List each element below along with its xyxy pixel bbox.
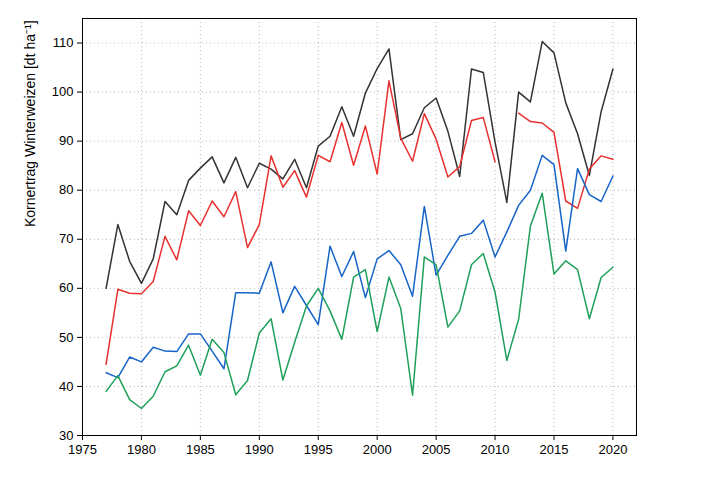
svg-text:1990: 1990 — [245, 442, 274, 457]
svg-text:Kornertrag Winterweizen [dt ha: Kornertrag Winterweizen [dt ha⁻¹] — [22, 20, 38, 227]
svg-text:2000: 2000 — [363, 442, 392, 457]
svg-text:90: 90 — [59, 133, 73, 148]
svg-text:2020: 2020 — [598, 442, 627, 457]
svg-text:1975: 1975 — [68, 442, 97, 457]
svg-text:60: 60 — [59, 280, 73, 295]
svg-text:110: 110 — [53, 35, 74, 50]
svg-text:1980: 1980 — [127, 442, 156, 457]
svg-text:1985: 1985 — [186, 442, 215, 457]
svg-text:30: 30 — [59, 428, 73, 443]
svg-text:40: 40 — [59, 379, 73, 394]
svg-text:2015: 2015 — [540, 442, 569, 457]
svg-text:100: 100 — [52, 84, 74, 99]
svg-text:80: 80 — [59, 182, 73, 197]
svg-text:1995: 1995 — [304, 442, 333, 457]
svg-text:2005: 2005 — [422, 442, 451, 457]
svg-text:2010: 2010 — [481, 442, 510, 457]
svg-text:50: 50 — [59, 330, 73, 345]
svg-text:70: 70 — [59, 231, 73, 246]
